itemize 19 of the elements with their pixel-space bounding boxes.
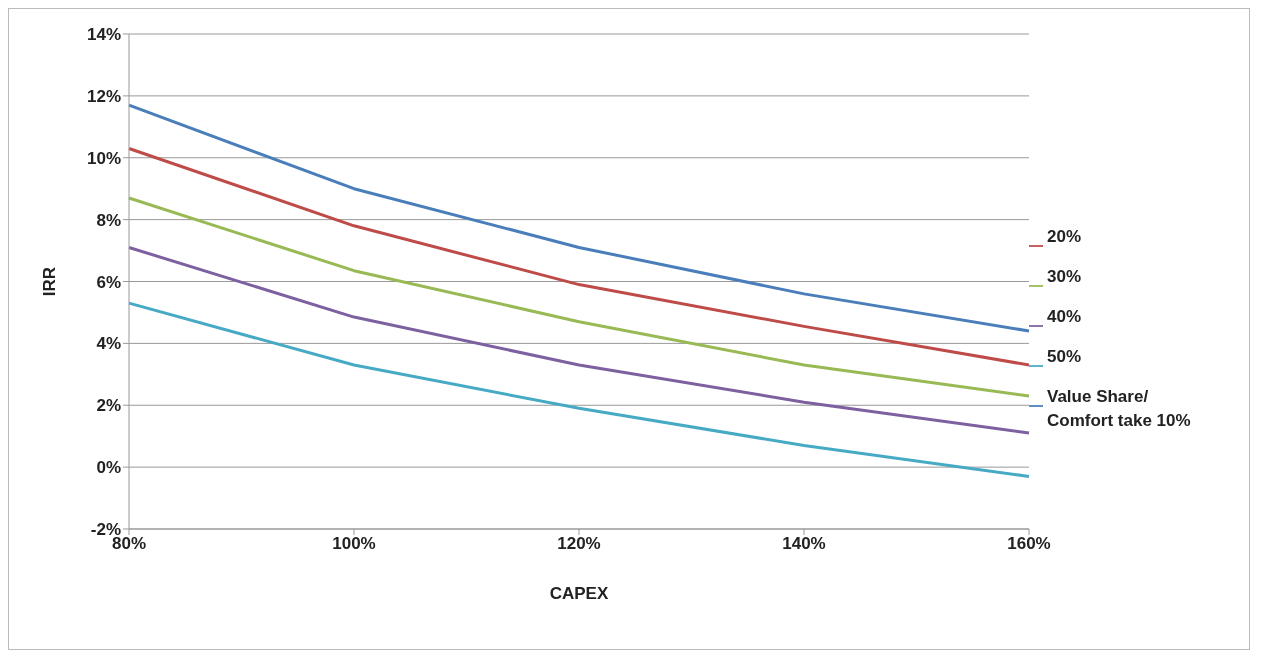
legend-label: Value Share/ Comfort take 10% [1047, 386, 1192, 432]
y-tick-label: 2% [96, 396, 121, 416]
y-tick-label: 4% [96, 334, 121, 354]
y-tick-label: 14% [86, 25, 121, 45]
legend-label: 20% [1047, 226, 1082, 248]
x-tick-label: 120% [557, 534, 601, 554]
y-tick-label: 12% [86, 86, 121, 106]
legend-label: 30% [1047, 266, 1082, 288]
y-tick-label: 0% [96, 458, 121, 478]
y-tick-label: 6% [96, 272, 121, 292]
y-tick-label: 10% [86, 148, 121, 168]
x-tick-label: 140% [782, 534, 826, 554]
x-tick-label: 160% [1007, 534, 1051, 554]
x-axis-title: CAPEX [549, 584, 609, 603]
y-tick-label: 8% [96, 210, 121, 230]
legend-label: 40% [1047, 306, 1082, 328]
legend-label: 50% [1047, 346, 1082, 368]
y-axis-title: IRR [40, 266, 60, 297]
x-tick-label: 100% [332, 534, 376, 554]
